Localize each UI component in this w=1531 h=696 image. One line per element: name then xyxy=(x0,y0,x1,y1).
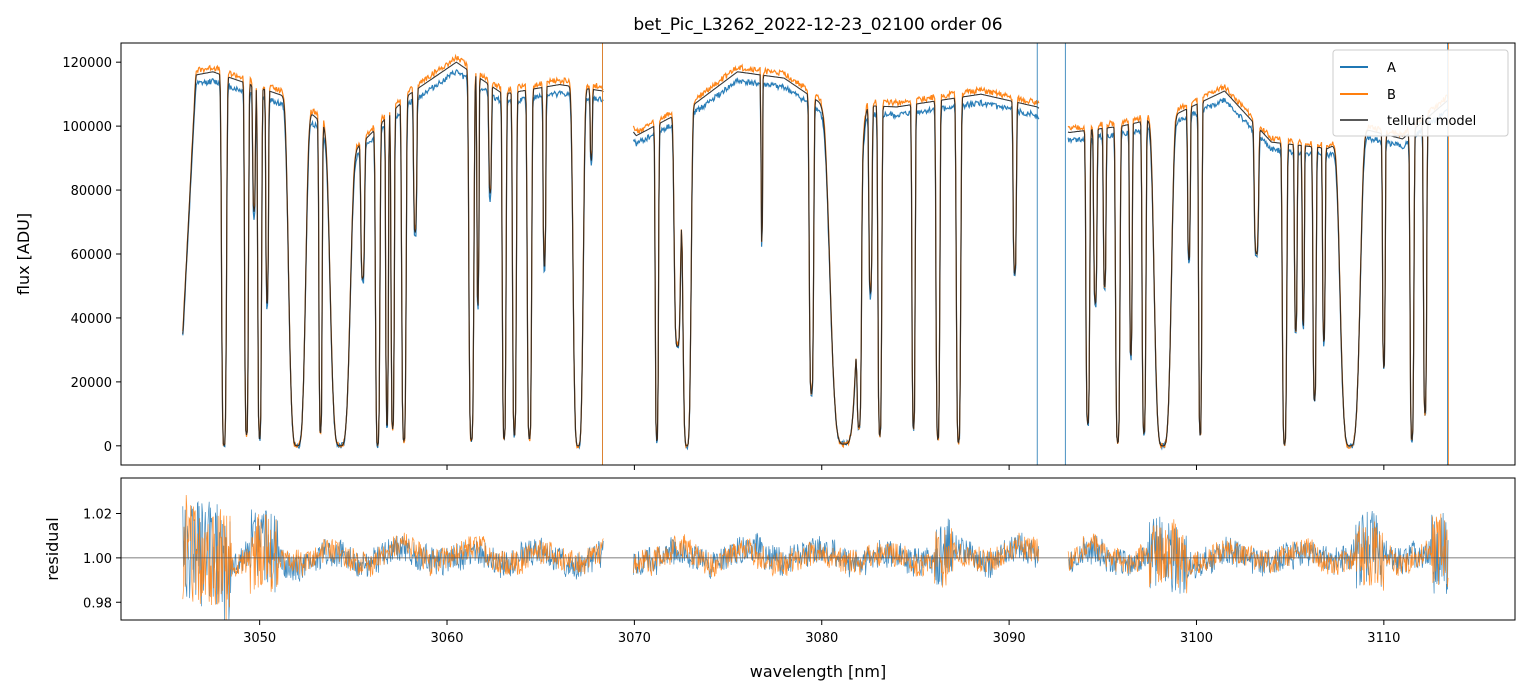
flux-y-tick-label: 20000 xyxy=(71,376,112,391)
residual-x-tick-label: 3080 xyxy=(805,631,838,646)
legend-label-telluric-model: telluric model xyxy=(1387,114,1476,129)
residual-axes-frame xyxy=(120,477,1516,621)
residual-x-tick-label: 3060 xyxy=(430,631,463,646)
flux-axes-frame xyxy=(120,42,1516,466)
residual-x-tick-label: 3090 xyxy=(993,631,1026,646)
residual-x-tick-label: 3110 xyxy=(1367,631,1400,646)
flux-series-telluric-model-segment-2 xyxy=(1067,90,1449,447)
residual-y-ticks: 0.98 1.00 1.02 xyxy=(83,508,121,611)
legend: A B telluric model xyxy=(1332,49,1509,137)
flux-series-telluric-model-segment-1 xyxy=(632,71,1040,447)
residual-x-tick-label: 3100 xyxy=(1180,631,1213,646)
x-axis-label: wavelength [nm] xyxy=(750,662,887,681)
residual-series-b-segment-1 xyxy=(633,528,1040,588)
flux-panel: 0 20000 40000 60000 80000 100000 120000 flux [… xyxy=(14,42,1516,470)
residual-panel: 0.98 1.00 1.02 3050 3060 3070 3080 3090 3100 311… xyxy=(43,477,1516,681)
flux-y-tick-label: 100000 xyxy=(62,120,112,135)
flux-x-ticks xyxy=(259,465,1385,470)
residual-series-group xyxy=(182,494,1449,620)
chart-title: bet_Pic_L3262_2022-12-23_02100 order 06 xyxy=(633,15,1002,35)
flux-y-tick-label: 120000 xyxy=(62,56,112,71)
residual-y-axis-label: residual xyxy=(43,517,62,580)
residual-x-tick-label: 3070 xyxy=(618,631,651,646)
residual-y-tick-label: 1.00 xyxy=(83,552,112,567)
flux-y-tick-label: 40000 xyxy=(71,312,112,327)
residual-y-tick-label: 0.98 xyxy=(83,596,112,611)
legend-box xyxy=(1332,49,1509,137)
flux-y-tick-label: 0 xyxy=(104,440,112,455)
flux-series-group xyxy=(182,43,1449,465)
legend-label-a: A xyxy=(1387,61,1396,76)
flux-y-tick-label: 60000 xyxy=(71,248,112,263)
residual-y-tick-label: 1.02 xyxy=(83,508,112,523)
residual-series-b-segment-0 xyxy=(182,494,604,620)
flux-y-axis-label: flux [ADU] xyxy=(14,213,33,295)
legend-label-b: B xyxy=(1387,88,1396,103)
flux-series-telluric-model-segment-0 xyxy=(182,61,604,448)
flux-y-ticks: 0 20000 40000 60000 80000 100000 120000 xyxy=(62,56,121,455)
flux-plot-area xyxy=(121,43,1515,465)
residual-x-ticks: 3050 3060 3070 3080 3090 3100 3110 xyxy=(243,620,1400,646)
residual-x-tick-label: 3050 xyxy=(243,631,276,646)
residual-series-b-segment-2 xyxy=(1067,513,1449,594)
flux-y-tick-label: 80000 xyxy=(71,184,112,199)
